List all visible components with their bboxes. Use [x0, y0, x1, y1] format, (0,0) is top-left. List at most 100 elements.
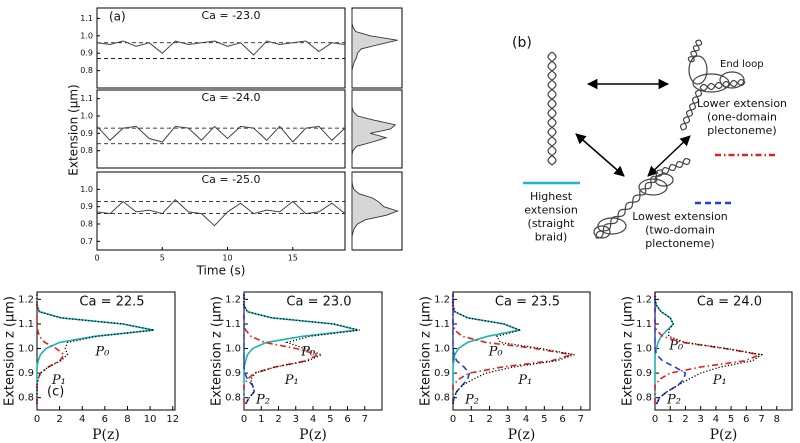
loop	[719, 71, 745, 89]
braid-strand	[639, 169, 663, 196]
y-tick-label: 0.9	[225, 368, 241, 379]
state-label: Lowest extension	[632, 210, 728, 223]
y-tick-label: 1.1	[225, 319, 241, 330]
curve	[654, 293, 687, 405]
y-axis-label: Extension z (μm)	[419, 296, 434, 406]
x-tick-label: 0	[450, 414, 456, 425]
x-tick-label: 3	[293, 414, 299, 425]
histogram-area	[351, 9, 398, 88]
y-tick-label: 1.2	[18, 294, 34, 305]
curve-label: P₂	[666, 393, 681, 408]
curve-label: P₀	[94, 345, 110, 360]
trace	[96, 198, 346, 227]
state-label: extension	[524, 204, 578, 217]
y-tick-label: 1.0	[434, 344, 450, 355]
x-tick-label: 7	[758, 414, 764, 425]
chart-title: Ca = -25.0	[201, 173, 260, 186]
y-axis-label: Extension z (μm)	[210, 296, 225, 406]
x-tick-label: 6	[102, 414, 108, 425]
braid-strand	[547, 51, 557, 166]
y-tick-label: 1.0	[636, 344, 652, 355]
x-tick-label: 2	[682, 414, 688, 425]
curve	[654, 293, 764, 405]
chart-title: Ca = 23.5	[495, 295, 560, 310]
state-label: (one-domain	[707, 111, 777, 124]
state-label: braid)	[535, 231, 568, 244]
x-tick-label: 5	[541, 414, 547, 425]
curve	[452, 293, 575, 404]
braid-strand	[661, 159, 691, 173]
x-tick-label: 1	[667, 414, 673, 425]
curve-label: P₀	[668, 338, 684, 353]
x-tick-label: 0	[34, 414, 40, 425]
plot-frame	[96, 171, 346, 251]
curve-label: P₁	[51, 373, 66, 388]
y-tick-label: 0.8	[434, 393, 450, 404]
trace	[96, 40, 346, 56]
x-tick-label: 15	[288, 254, 298, 263]
y-tick-label: 1.1	[80, 94, 93, 103]
state-label: plectoneme)	[645, 237, 714, 250]
y-axis-label: Extension (μm)	[67, 84, 81, 175]
y-axis-label: Extension z (μm)	[3, 296, 18, 406]
braid-strand	[595, 194, 641, 239]
y-tick-label: 0.9	[80, 129, 93, 138]
curve-label: P₂	[255, 393, 270, 408]
x-tick-label: 4	[523, 414, 529, 425]
y-tick-label: 1.0	[80, 31, 93, 40]
y-tick-label: 0.8	[80, 146, 93, 155]
braid-strand	[680, 89, 702, 131]
y-tick-label: 1.1	[18, 319, 34, 330]
x-tick-label: 3	[505, 414, 511, 425]
y-tick-label: 0.7	[80, 237, 93, 246]
y-tick-label: 0.9	[18, 368, 34, 379]
y-tick-label: 0.9	[434, 368, 450, 379]
state-label: (straight	[528, 217, 576, 230]
y-tick-label: 1.2	[636, 294, 652, 305]
y-tick-label: 0.8	[80, 66, 93, 75]
state-label: Highest	[530, 190, 573, 203]
loop	[688, 55, 708, 85]
x-tick-label: 8	[774, 414, 780, 425]
x-tick-label: 10	[144, 414, 157, 425]
curve-label: P₁	[712, 373, 727, 388]
curve	[452, 293, 572, 404]
loop	[654, 173, 674, 187]
histogram-area	[351, 90, 397, 168]
plot-frame	[96, 89, 346, 169]
curve	[452, 293, 471, 405]
curve-label: P₂	[464, 393, 479, 408]
curve	[243, 293, 321, 404]
x-tick-label: 4	[713, 414, 719, 425]
y-tick-label: 0.8	[636, 393, 652, 404]
x-tick-label: 7	[362, 414, 368, 425]
braid-strand	[687, 39, 703, 63]
loop	[638, 178, 668, 196]
panel-label: (b)	[512, 35, 532, 51]
y-tick-label: 1.0	[80, 185, 93, 194]
x-tick-label: 0	[94, 254, 99, 263]
curve	[36, 293, 66, 404]
chart-title: Ca = -24.0	[201, 91, 260, 104]
x-tick-label: 12	[166, 414, 179, 425]
y-tick-label: 0.9	[80, 202, 93, 211]
chart-title: Ca = 22.5	[79, 295, 144, 310]
diagram-art	[547, 39, 746, 239]
curve-label: P₀	[488, 345, 504, 360]
x-axis-label: P(z)	[299, 427, 327, 443]
arrow	[647, 135, 691, 177]
x-tick-label: 7	[578, 414, 584, 425]
x-tick-label: 0	[241, 414, 247, 425]
annotation: End loop	[720, 59, 764, 70]
x-tick-label: 1	[258, 414, 264, 425]
state-label: plectoneme)	[707, 124, 776, 137]
x-tick-label: 6	[743, 414, 749, 425]
x-tick-label: 5	[327, 414, 333, 425]
x-axis-label: P(z)	[710, 427, 738, 443]
x-tick-label: 2	[275, 414, 281, 425]
y-tick-label: 0.8	[18, 393, 34, 404]
curve-label: P₁	[517, 373, 532, 388]
y-tick-label: 0.9	[636, 368, 652, 379]
plot-frame	[96, 7, 346, 89]
